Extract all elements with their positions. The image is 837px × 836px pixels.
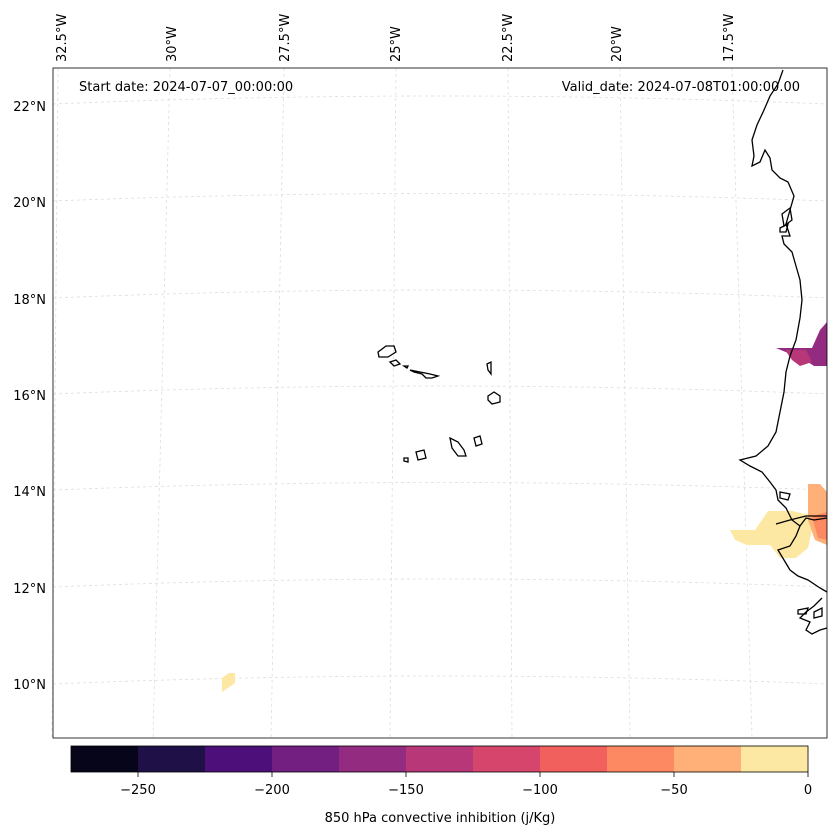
map-background	[53, 68, 827, 738]
colorbar-swatch	[406, 746, 474, 772]
lon-label-27-5w: 27.5°W	[278, 14, 293, 62]
meridian-20w	[619, 67, 631, 739]
lat-label-18n: 18°N	[13, 293, 46, 308]
island-santo-antao	[377, 345, 397, 358]
meridian-25w	[389, 67, 397, 739]
colorbar-ticks	[137, 772, 809, 777]
colorbar-swatch	[71, 746, 139, 772]
lon-label-25w: 25°W	[389, 26, 404, 62]
west-africa-coast	[738, 69, 828, 635]
lat-label-16n: 16°N	[13, 389, 46, 404]
lon-label-30w: 30°W	[165, 26, 180, 62]
parallel-10n	[52, 675, 828, 685]
colorbar-tick-label: −250	[120, 783, 156, 798]
graticule	[51, 67, 828, 739]
meridian-27-5w	[270, 67, 285, 739]
coast-islet-5	[813, 606, 823, 619]
lat-label-12n: 12°N	[13, 582, 46, 597]
meridian-17-5w	[731, 67, 753, 739]
lat-label-20n: 20°N	[13, 196, 46, 211]
colorbar-swatch	[339, 746, 407, 772]
coastline	[377, 69, 828, 635]
coast-islet-4	[797, 607, 809, 615]
island-santa-luzia	[401, 365, 410, 369]
cin-patch-mauritania-dark	[776, 322, 827, 366]
lat-label-14n: 14°N	[13, 485, 46, 500]
colorbar-swatch	[272, 746, 340, 772]
lon-label-32-5w: 32.5°W	[55, 14, 70, 62]
lat-label-22n: 22°N	[13, 100, 46, 115]
meridian-30w	[152, 67, 171, 739]
meridian-22-5w	[507, 67, 513, 739]
lat-label-10n: 10°N	[13, 678, 46, 693]
colorbar-frame	[70, 745, 809, 773]
colorbar-swatch	[741, 746, 809, 772]
coast-islet-1	[781, 206, 793, 228]
island-sal	[486, 360, 492, 376]
colorbar-tick-label: 0	[804, 783, 812, 798]
colorbar-swatch	[205, 746, 273, 772]
coast-islet-2	[779, 222, 789, 233]
parallel-14n	[52, 482, 828, 491]
start-date-label: Start date: 2024-07-07_00:00:00	[79, 80, 293, 95]
colorbar-tick-label: −100	[522, 783, 558, 798]
colorbar-tick-labels: −250 −200 −150 −100 −50 0	[120, 783, 812, 798]
parallel-16n	[52, 385, 828, 395]
cin-patch-mauritania-mid	[785, 350, 812, 366]
lon-label-22-5w: 22.5°W	[501, 14, 516, 62]
lon-label-20w: 20°W	[610, 26, 625, 62]
island-sao-vicente	[388, 359, 402, 367]
island-brava	[403, 457, 409, 463]
colorbar-swatch	[473, 746, 541, 772]
longitude-labels: 32.5°W 30°W 27.5°W 25°W 22.5°W 20°W 17.5…	[55, 14, 737, 62]
island-sao-nicolau	[409, 369, 441, 379]
island-santiago	[449, 436, 467, 457]
island-maio	[473, 435, 483, 447]
cin-patch-senegal-light	[730, 511, 812, 558]
map-border	[52, 67, 828, 739]
island-fogo	[415, 449, 427, 461]
island-boa-vista	[487, 391, 501, 405]
colorbar-swatch	[607, 746, 675, 772]
colorbar-tick-label: −50	[660, 783, 687, 798]
colorbar-tick-label: −150	[388, 783, 424, 798]
valid-date-label: Valid_date: 2024-07-08T01:00:00.00	[562, 80, 800, 95]
colorbar-tick-label: −200	[254, 783, 290, 798]
colorbar-swatch	[138, 746, 206, 772]
cin-patch-south-west	[222, 673, 235, 692]
parallel-22n	[52, 95, 828, 105]
coast-islet-3	[779, 491, 791, 501]
parallel-12n	[52, 578, 828, 588]
colorbar-swatch	[540, 746, 608, 772]
lon-label-17-5w: 17.5°W	[722, 14, 737, 62]
latitude-labels: 22°N 20°N 18°N 16°N 14°N 12°N 10°N	[13, 100, 46, 693]
parallel-20n	[52, 193, 828, 202]
gambia-river	[775, 515, 827, 525]
colorbar-label: 850 hPa convective inhibition (j/Kg)	[325, 811, 556, 826]
parallel-18n	[52, 289, 828, 299]
colorbar-swatch	[674, 746, 742, 772]
colorbar-swatches	[71, 746, 809, 772]
